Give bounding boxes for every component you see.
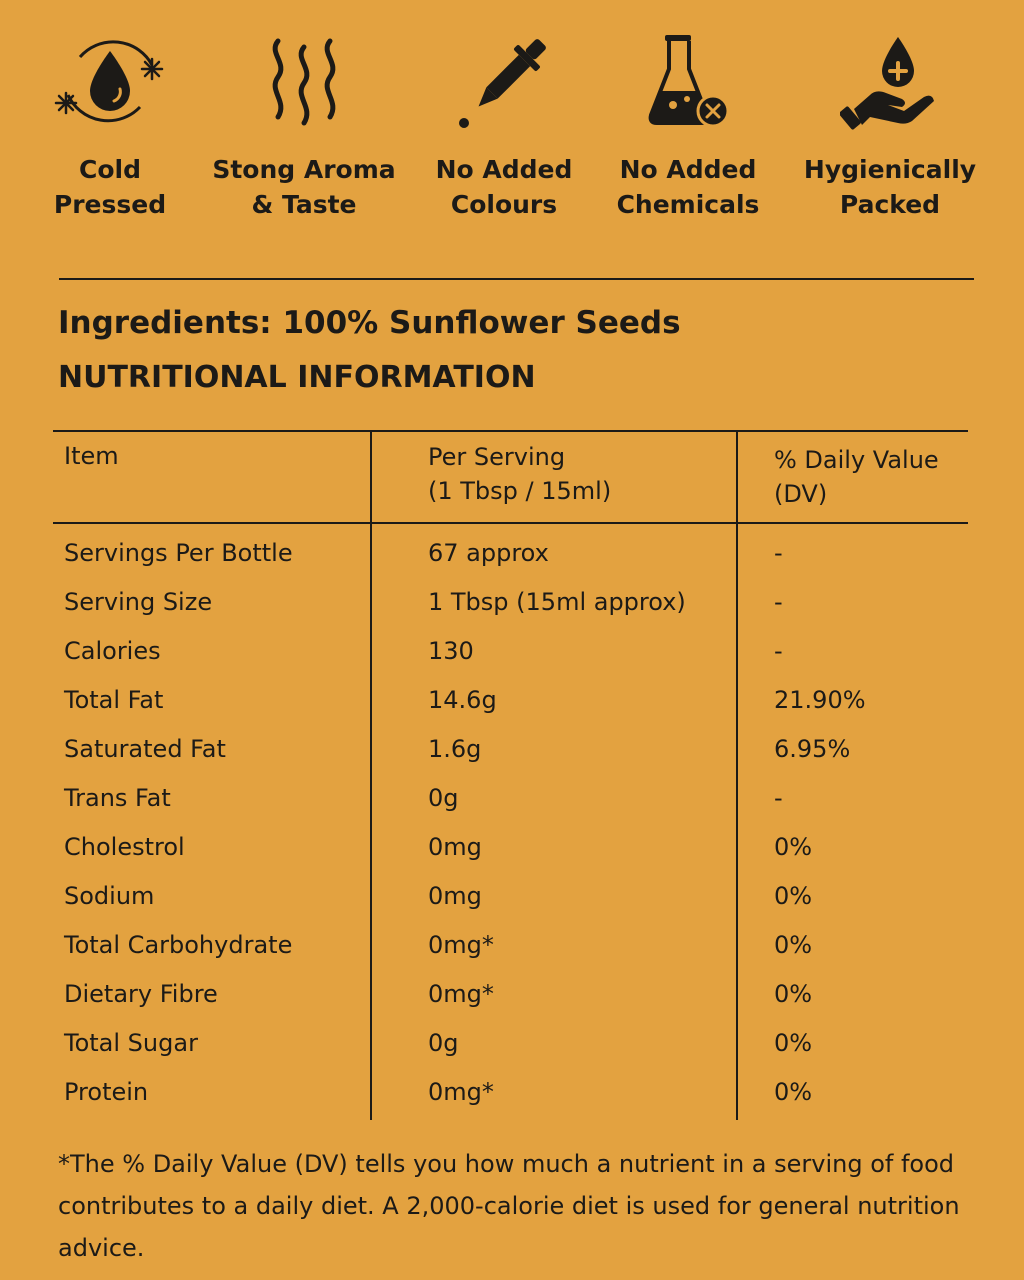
cold-pressed-drop-icon (10, 22, 210, 140)
header-daily-value-line: % Daily Value (774, 446, 939, 474)
row-daily-value: 0% (774, 1029, 813, 1057)
row-item: Dietary Fibre (64, 980, 218, 1008)
row-item: Calories (64, 637, 161, 665)
feature-label-line: & Taste (251, 190, 357, 219)
row-item: Total Carbohydrate (64, 931, 293, 959)
row-item: Cholestrol (64, 833, 185, 861)
row-per-serving: 0g (428, 784, 459, 812)
row-per-serving: 0mg* (428, 1078, 494, 1106)
feature-label: Stong Aroma & Taste (204, 152, 404, 222)
row-daily-value: - (774, 588, 783, 616)
table-top-rule (53, 430, 968, 432)
row-daily-value: - (774, 637, 783, 665)
row-per-serving: 0mg (428, 833, 482, 861)
row-daily-value: - (774, 539, 783, 567)
table-row: Dietary Fibre 0mg* 0% (53, 970, 968, 1019)
feature-label: Cold Pressed (10, 152, 210, 222)
row-item: Servings Per Bottle (64, 539, 293, 567)
row-item: Trans Fat (64, 784, 171, 812)
feature-hygienically-packed: Hygienically Packed (790, 22, 990, 222)
row-item: Protein (64, 1078, 149, 1106)
table-column-rule (370, 430, 372, 1120)
footnote: *The % Daily Value (DV) tells you how mu… (58, 1150, 960, 1262)
row-per-serving: 14.6g (428, 686, 497, 714)
row-per-serving: 0mg (428, 882, 482, 910)
row-item: Total Sugar (64, 1029, 198, 1057)
row-daily-value: - (774, 784, 783, 812)
feature-label: No Added Colours (404, 152, 604, 222)
header-per-serving-line: Per Serving (428, 443, 566, 471)
feature-label-line: Colours (450, 190, 558, 219)
row-item: Sodium (64, 882, 155, 910)
header-daily-value-line: (DV) (774, 480, 828, 508)
row-daily-value: 0% (774, 1078, 813, 1106)
row-item: Saturated Fat (64, 735, 226, 763)
header-per-serving: Per Serving (1 Tbsp / 15ml) (428, 440, 611, 508)
feature-label-line: Cold (79, 155, 141, 184)
feature-icons-row: Cold Pressed Stong Aroma & Taste (0, 0, 1024, 260)
table-row: Trans Fat 0g - (53, 774, 968, 823)
flask-no-chemicals-icon (588, 22, 788, 140)
nutrition-table: Item Per Serving (1 Tbsp / 15ml) % Daily… (53, 430, 968, 1120)
nutrition-heading: NUTRITIONAL INFORMATION (58, 360, 536, 395)
table-column-rule (736, 430, 738, 1120)
row-per-serving: 0g (428, 1029, 459, 1057)
table-row: Serving Size 1 Tbsp (15ml approx) - (53, 578, 968, 627)
header-item: Item (64, 439, 119, 473)
feature-label-line: No Added (435, 155, 573, 184)
aroma-waves-icon (204, 22, 404, 140)
row-per-serving: 1.6g (428, 735, 482, 763)
table-row: Sodium 0mg 0% (53, 872, 968, 921)
row-per-serving: 0mg* (428, 931, 494, 959)
header-per-serving-line: (1 Tbsp / 15ml) (428, 477, 612, 505)
section-divider (59, 278, 974, 280)
row-daily-value: 0% (774, 833, 813, 861)
row-item: Serving Size (64, 588, 213, 616)
feature-label-line: Pressed (53, 190, 167, 219)
feature-no-chemicals: No Added Chemicals (588, 22, 788, 222)
row-per-serving: 130 (428, 637, 474, 665)
feature-cold-pressed: Cold Pressed (10, 22, 210, 222)
feature-label-line: Hygienically (803, 155, 977, 184)
feature-label-line: Packed (839, 190, 941, 219)
table-header-rule (53, 522, 968, 524)
feature-label-line: Chemicals (616, 190, 760, 219)
hand-drop-icon (790, 22, 990, 140)
table-row: Cholestrol 0mg 0% (53, 823, 968, 872)
header-daily-value: % Daily Value (DV) (774, 443, 939, 511)
table-row: Saturated Fat 1.6g 6.95% (53, 725, 968, 774)
feature-label: Hygienically Packed (790, 152, 990, 222)
row-daily-value: 0% (774, 980, 813, 1008)
table-row: Total Sugar 0g 0% (53, 1019, 968, 1068)
feature-label-line: No Added (619, 155, 757, 184)
table-row: Total Carbohydrate 0mg* 0% (53, 921, 968, 970)
feature-label: No Added Chemicals (588, 152, 788, 222)
ingredients-text: Ingredients: 100% Sunflower Seeds (58, 305, 681, 341)
row-per-serving: 0mg* (428, 980, 494, 1008)
feature-label-line: Stong Aroma (212, 155, 396, 184)
row-per-serving: 67 approx (428, 539, 549, 567)
feature-aroma-taste: Stong Aroma & Taste (204, 22, 404, 222)
row-daily-value: 6.95% (774, 735, 851, 763)
row-daily-value: 21.90% (774, 686, 866, 714)
row-per-serving: 1 Tbsp (15ml approx) (428, 588, 686, 616)
dropper-icon (404, 22, 604, 140)
table-row: Calories 130 - (53, 627, 968, 676)
row-daily-value: 0% (774, 931, 813, 959)
table-row: Protein 0mg* 0% (53, 1068, 968, 1117)
row-daily-value: 0% (774, 882, 813, 910)
row-item: Total Fat (64, 686, 164, 714)
feature-no-colours: No Added Colours (404, 22, 604, 222)
header-item-label: Item (64, 442, 119, 470)
table-row: Total Fat 14.6g 21.90% (53, 676, 968, 725)
table-row: Servings Per Bottle 67 approx - (53, 529, 968, 578)
